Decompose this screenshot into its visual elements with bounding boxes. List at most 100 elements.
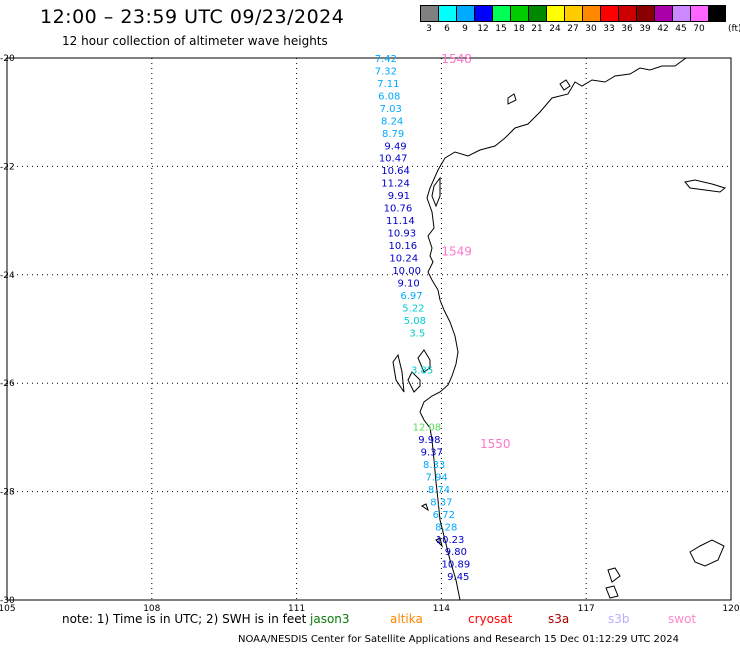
island-sw-b [605,585,619,599]
wave-height-observations: 7.427.327.116.087.038.248.799.4910.4710.… [375,54,470,583]
wave-height-value: 11.24 [381,179,410,190]
wave-height-value: 7.94 [425,472,447,483]
wave-height-value: 7.03 [380,104,402,115]
wave-height-value: 12.08 [413,423,442,434]
wave-height-value: 8.79 [382,129,404,140]
scale-label: 15 [495,24,507,34]
satellite-legend-item: s3a [548,612,570,626]
scale-label: 3 [426,24,432,34]
lat-tick-label: -28 [0,488,15,498]
scale-bin: 30 [582,5,600,34]
wave-height-value: 8.28 [435,522,457,533]
scale-label: 36 [621,24,633,34]
scale-swatch [618,5,636,22]
map-frame [6,57,732,601]
scale-label: 24 [549,24,561,34]
island-east-b [689,539,725,567]
shark-bay-peninsula [407,371,421,393]
scale-label: 30 [585,24,597,34]
scale-bin [708,5,726,34]
wave-height-value: 9.49 [384,141,406,152]
scale-label: 21 [531,24,543,34]
satellite-legend-item: jason3 [310,612,350,626]
wave-height-value: 10.64 [381,166,410,177]
scale-bin: 3 [420,5,438,34]
scale-label: 12 [477,24,489,34]
lat-tick-label: -26 [0,379,15,389]
scale-unit: (ft) [728,24,740,34]
scale-bin: 12 [474,5,492,34]
scale-label: 18 [513,24,525,34]
scale-swatch [474,5,492,22]
wave-height-value: 6.08 [378,91,400,102]
wave-height-value: 10.89 [442,560,471,571]
scale-bin: 24 [546,5,564,34]
pass-number-label: 1549 [441,244,472,258]
island-sw-a [607,567,621,583]
scale-bin: 36 [618,5,636,34]
wave-height-value: 10.47 [379,154,408,165]
scale-swatch [564,5,582,22]
lon-tick-label: 120 [722,604,739,614]
wave-height-value: 10.76 [384,204,413,215]
scale-bin: 18 [510,5,528,34]
scale-swatch [690,5,708,22]
wave-height-value: 3.85 [411,366,433,377]
wave-height-value: 11.14 [386,216,415,227]
scale-label: 9 [462,24,468,34]
scale-swatch [492,5,510,22]
axis-labels: 105 108 111 114 117 120 -20 -22 -24 -26 -28 -30 [0,54,740,614]
wave-height-value: 7.32 [375,66,397,77]
ningaloo-cape [431,176,441,208]
pass-number-label: 1550 [480,437,511,451]
scale-bin: 15 [492,5,510,34]
wave-height-value: 8.33 [423,460,445,471]
footer-note: note: 1) Time is in UTC; 2) SWH is in fe… [62,612,307,626]
scale-swatch [672,5,690,22]
pass-number-label: 1548 [441,52,472,66]
dirk-hartog-island [392,353,405,393]
australia-west-coast [419,57,687,601]
scale-label: 45 [675,24,687,34]
wave-height-value: 10.23 [436,535,465,546]
wave-height-value: 10.24 [389,253,418,264]
lon-tick-label: 108 [143,604,160,614]
scale-bin: 33 [600,5,618,34]
abrolhos-b [435,537,443,548]
scale-swatch [510,5,528,22]
satellite-legend-item: swot [668,612,697,626]
satellite-legend-item: cryosat [468,612,513,626]
wave-height-value: 5.22 [402,303,424,314]
pass-labels: 1548 1549 1550 [441,52,510,451]
wave-height-value: 6.97 [400,291,422,302]
lat-tick-label: -30 [0,596,15,606]
map-title: 12:00 – 23:59 UTC 09/23/2024 [40,6,345,28]
island-east-a [684,179,727,193]
wave-height-value: 10.16 [388,241,417,252]
lon-tick-label: 111 [288,604,305,614]
scale-label: 33 [603,24,615,34]
scale-bin: 9 [456,5,474,34]
scale-bin: 21 [528,5,546,34]
scale-swatch [708,5,726,22]
scale-swatch [654,5,672,22]
scale-swatch [582,5,600,22]
wave-height-value: 8.24 [381,116,403,127]
scale-swatch [528,5,546,22]
lon-tick-label: 117 [578,604,595,614]
scale-swatch [438,5,456,22]
wave-height-value: 10.93 [388,229,417,240]
scale-label: 39 [639,24,651,34]
wave-height-value: 9.37 [421,447,443,458]
wave-height-value: 6.72 [433,510,455,521]
wave-height-value: 9.98 [418,435,440,446]
footer-credit: NOAA/NESDIS Center for Satellite Applica… [238,634,680,645]
scale-swatch [600,5,618,22]
scale-bin: 6 [438,5,456,34]
island-north [507,93,517,105]
lon-tick-label: 114 [433,604,450,614]
wave-height-value: 8.37 [430,497,452,508]
scale-bin: 39 [636,5,654,34]
map-subtitle: 12 hour collection of altimeter wave hei… [62,34,328,48]
